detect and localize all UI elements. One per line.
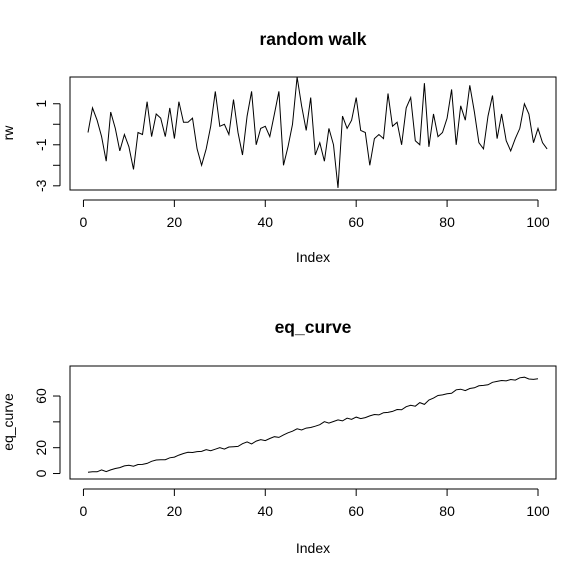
plot-frame	[69, 76, 557, 191]
y-axis-label: eq_curve	[0, 393, 16, 451]
series-line	[87, 376, 539, 473]
panel-eq-curve: eq_curve 0 20 40 60 80 100 0 20 60 Index eq_cur…	[0, 317, 557, 556]
x-tick-label: 60	[348, 214, 364, 230]
x-axis: 0 20 40 60 80 100	[80, 488, 550, 519]
y-tick-label: -3	[33, 179, 49, 192]
x-tick-label: 20	[167, 214, 183, 230]
x-tick-label: 80	[439, 503, 455, 519]
y-axis: 0 20 60	[33, 388, 61, 477]
x-tick-label: 100	[526, 214, 550, 230]
y-tick-label: 0	[33, 469, 49, 477]
x-axis: 0 20 40 60 80 100	[80, 199, 550, 230]
series-line	[87, 77, 548, 188]
x-tick-label: 100	[526, 503, 550, 519]
y-tick-label: 20	[33, 440, 49, 456]
x-tick-label: 80	[439, 214, 455, 230]
x-tick-label: 0	[80, 214, 88, 230]
y-tick-label: 1	[33, 100, 49, 108]
chart-title: eq_curve	[275, 317, 352, 337]
x-tick-label: 40	[257, 214, 273, 230]
x-tick-label: 60	[348, 503, 364, 519]
x-axis-label: Index	[296, 249, 330, 265]
chart-title: random walk	[260, 29, 367, 49]
x-tick-label: 40	[257, 503, 273, 519]
x-axis-label: Index	[296, 540, 330, 556]
x-tick-label: 20	[167, 503, 183, 519]
y-tick-label: 60	[33, 388, 49, 404]
series-group	[87, 376, 539, 473]
y-tick-label: -1	[33, 138, 49, 151]
series-group	[87, 77, 548, 188]
x-tick-label: 0	[80, 503, 88, 519]
y-axis-label: rw	[0, 125, 16, 141]
panel-random-walk: random walk 0 20 40 60 80 100 -3 -1 1 Index rw	[0, 29, 557, 265]
plot-frame	[69, 365, 557, 480]
y-axis: -3 -1 1	[33, 100, 61, 192]
